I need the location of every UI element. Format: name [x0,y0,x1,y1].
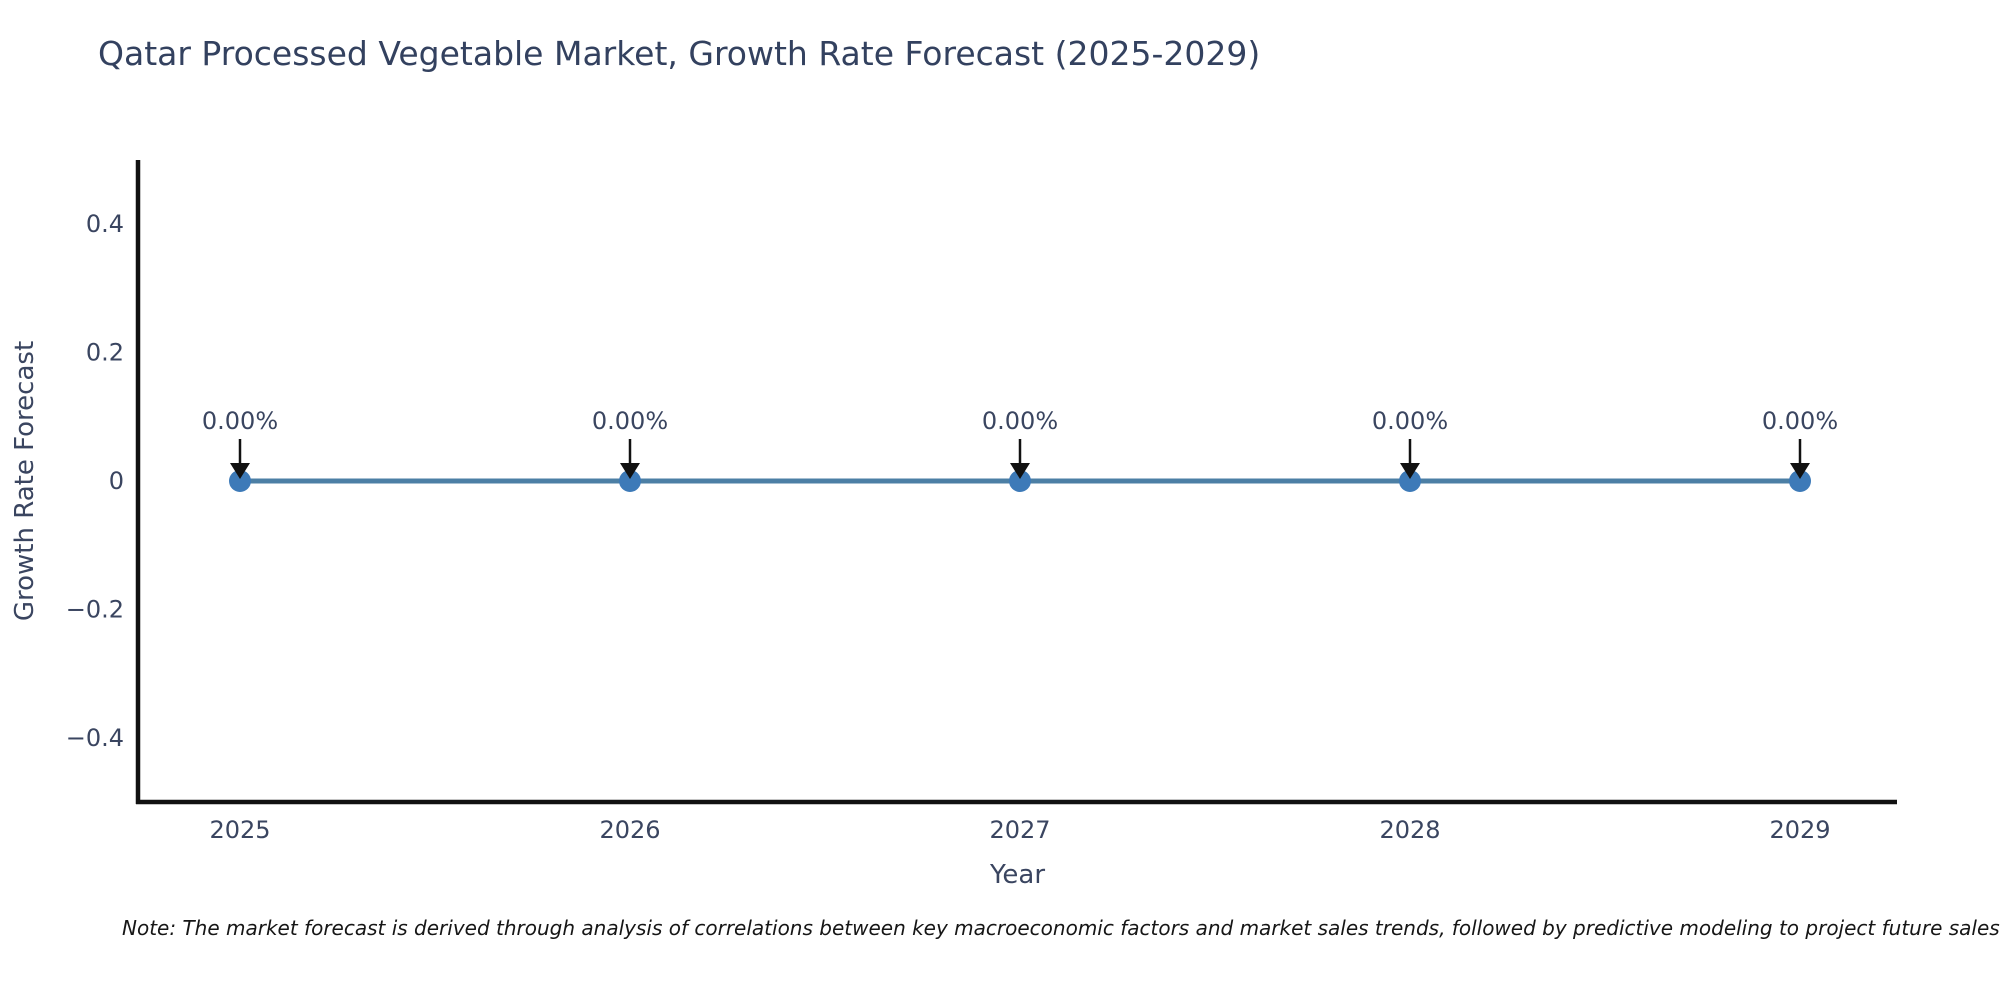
annotation-arrow-head [620,463,640,479]
annotation-arrow-head [1790,463,1810,479]
x-tick-label: 2028 [1379,816,1440,844]
data-point-marker [1399,470,1421,492]
x-tick-label: 2025 [209,816,270,844]
annotation-arrow-head [230,463,250,479]
chart-title: Qatar Processed Vegetable Market, Growth… [98,34,1261,73]
y-tick-label: 0 [109,467,124,495]
x-tick-label: 2029 [1769,816,1830,844]
annotation-arrow-head [1400,463,1420,479]
y-tick-label: −0.4 [66,724,124,752]
x-tick-label: 2026 [599,816,660,844]
data-point-marker [1009,470,1031,492]
x-tick-label: 2027 [989,816,1050,844]
data-point-label: 0.00% [1762,407,1838,435]
data-point-label: 0.00% [1372,407,1448,435]
x-axis-title: Year [989,860,1046,890]
y-tick-label: −0.2 [66,595,124,623]
data-point-label: 0.00% [202,407,278,435]
y-tick-label: 0.4 [86,210,124,238]
data-point-label: 0.00% [982,407,1058,435]
data-point-marker [1789,470,1811,492]
data-point-label: 0.00% [592,407,668,435]
data-point-marker [619,470,641,492]
y-tick-label: 0.2 [86,339,124,367]
annotation-arrow-head [1010,463,1030,479]
footnote: Note: The market forecast is derived thr… [122,916,2000,940]
data-point-marker [229,470,251,492]
